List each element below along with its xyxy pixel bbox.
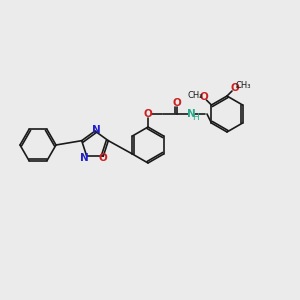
Text: O: O	[199, 92, 208, 102]
Text: CH₃: CH₃	[235, 82, 251, 91]
Text: O: O	[144, 109, 152, 119]
Text: O: O	[172, 98, 182, 108]
Text: N: N	[187, 109, 195, 119]
Text: N: N	[80, 153, 89, 163]
Text: N: N	[92, 125, 100, 135]
Text: CH₃: CH₃	[188, 91, 203, 100]
Text: H: H	[192, 113, 199, 122]
Text: O: O	[99, 153, 108, 163]
Text: O: O	[231, 83, 239, 93]
